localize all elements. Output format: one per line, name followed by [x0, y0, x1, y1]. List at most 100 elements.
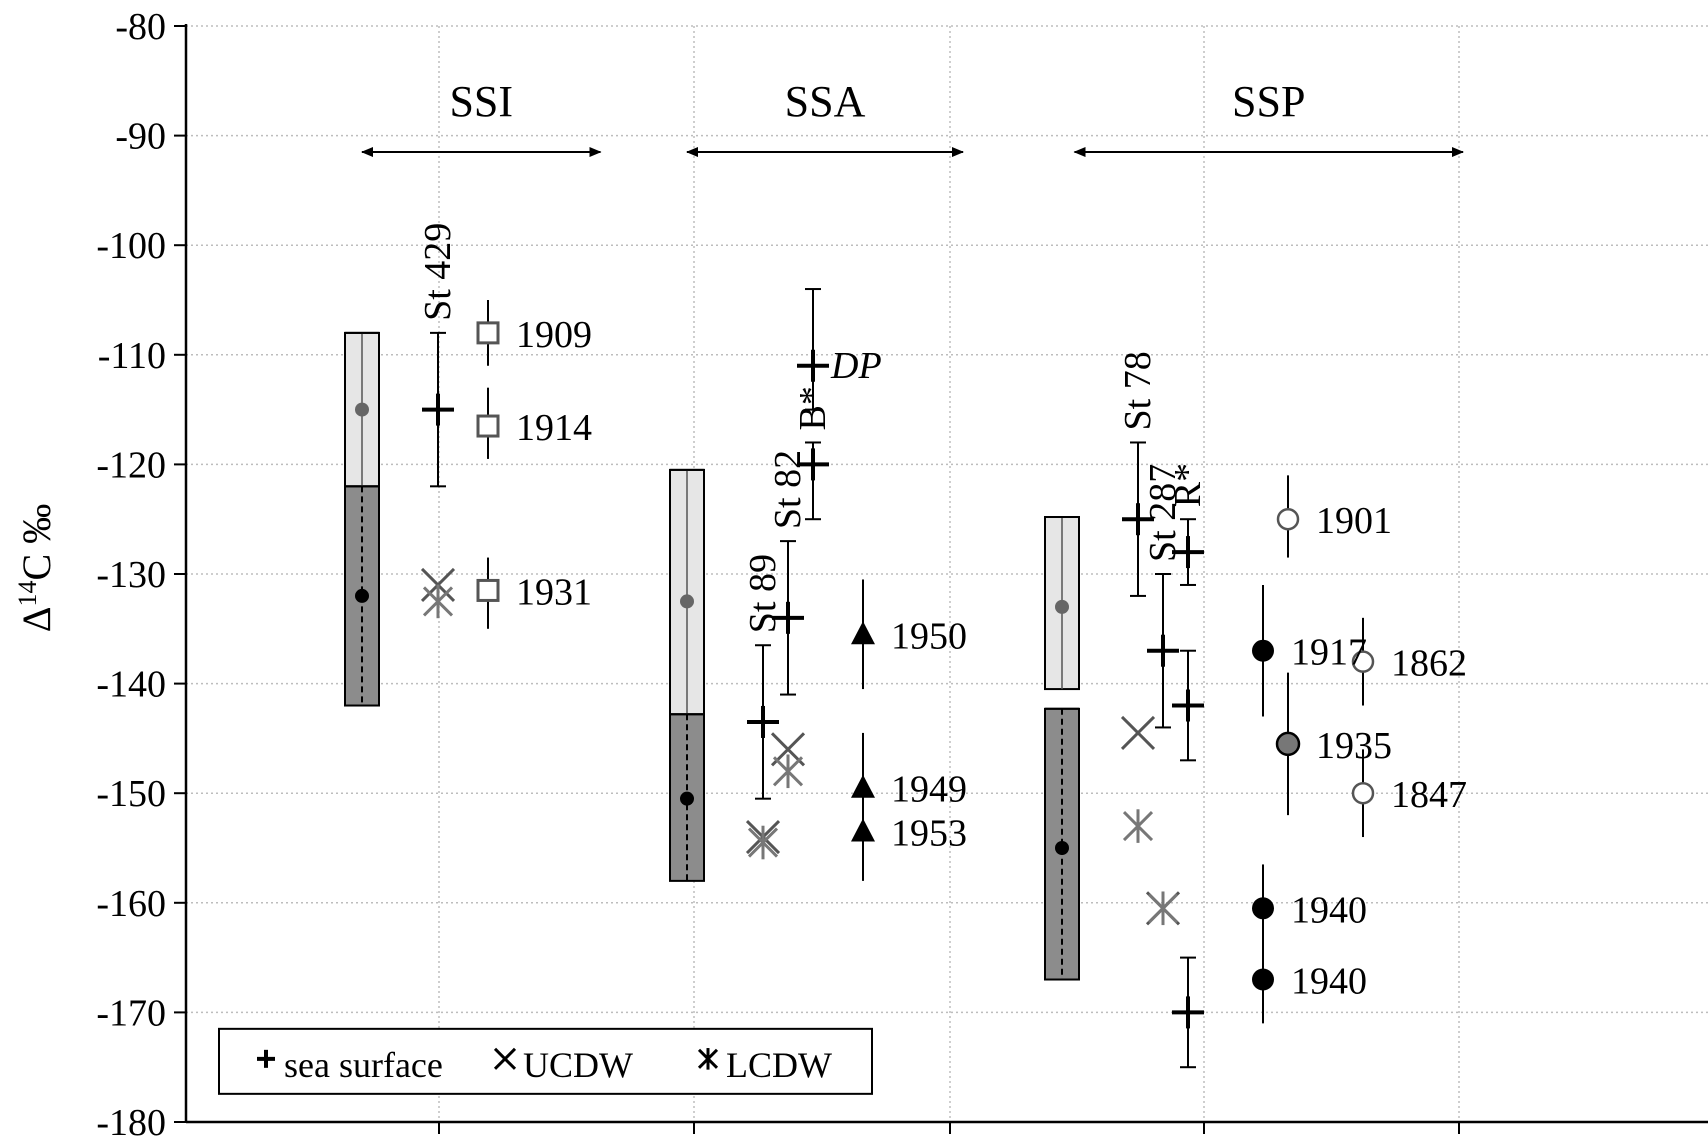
open-square-marker	[476, 321, 500, 345]
box-upper-mean	[1055, 599, 1069, 614]
data-point	[1252, 935, 1274, 1024]
year-label: 1940	[1291, 961, 1367, 1003]
data-point	[1122, 809, 1154, 843]
filled-circle-marker	[1252, 639, 1274, 662]
y-tick-label: -120	[96, 444, 166, 486]
filled-circle-marker	[1252, 968, 1274, 991]
data-point	[797, 441, 829, 521]
data-marks	[420, 288, 1375, 1069]
y-axis-label-sup: 14	[13, 580, 42, 606]
data-point	[1147, 573, 1179, 729]
legend-box	[218, 1027, 873, 1095]
box-plot	[669, 468, 705, 882]
y-tick-label: -80	[115, 6, 166, 48]
open-square-marker	[476, 414, 500, 438]
data-point	[1147, 891, 1179, 926]
year-label: 1950	[891, 615, 967, 657]
data-point	[1252, 584, 1274, 717]
data-point	[1275, 672, 1301, 816]
legend-item: sea surface	[257, 1045, 443, 1085]
y-tick-label: -150	[96, 773, 166, 815]
data-point	[1122, 441, 1154, 597]
data-point	[747, 825, 779, 860]
year-label: 1901	[1316, 500, 1392, 542]
year-label: 1914	[516, 407, 592, 449]
data-point	[476, 387, 500, 459]
y-tick-label: -100	[96, 225, 166, 267]
open-circle-marker	[1351, 781, 1375, 805]
data-point	[772, 754, 804, 789]
y-tick-label: -90	[115, 116, 166, 158]
year-label: 1862	[1391, 643, 1467, 685]
data-point	[1172, 649, 1204, 762]
open-square-marker	[476, 578, 500, 602]
legend: sea surface UCDW LCDW	[218, 1027, 873, 1095]
region-label-ssi: SSI	[449, 77, 513, 126]
cross-b	[1120, 715, 1156, 750]
data-point	[797, 288, 829, 411]
box-upper-mean	[680, 594, 694, 609]
box-plot	[1044, 516, 1080, 981]
region-label-ssp: SSP	[1232, 77, 1305, 126]
y-tick-label: -160	[96, 883, 166, 925]
station-label: St 78	[1117, 351, 1159, 430]
data-point	[851, 579, 875, 690]
box-lower-mean	[680, 791, 694, 806]
y-tick-label: -130	[96, 554, 166, 596]
year-label: 1931	[516, 571, 592, 613]
y-axis-label-delta: Δ	[14, 606, 59, 632]
y-tick-label: -170	[96, 992, 166, 1034]
year-label: 1949	[891, 769, 967, 811]
y-tick-label: -110	[98, 335, 166, 377]
station-label: St 429	[417, 223, 459, 321]
station-label: St 82	[767, 450, 809, 529]
open-circle-marker	[1276, 507, 1300, 531]
y-axis-label-rest: C ‰	[14, 504, 59, 581]
data-point	[1351, 617, 1375, 706]
grid	[186, 25, 1708, 1122]
station-label: B*	[792, 386, 834, 430]
year-label: 1953	[891, 813, 967, 855]
data-point	[851, 782, 875, 881]
open-circle-marker	[1351, 650, 1375, 673]
box-lower-mean	[1055, 841, 1069, 855]
data-point	[1120, 715, 1156, 750]
data-point	[1172, 518, 1204, 586]
year-label: 1935	[1316, 725, 1392, 767]
data-point	[1276, 475, 1300, 558]
y-tick-label: -180	[96, 1102, 166, 1144]
data-point	[1351, 749, 1375, 838]
triangle-marker	[851, 818, 875, 842]
year-label: 1917	[1291, 632, 1367, 674]
data-point	[772, 540, 804, 696]
year-label: 1940	[1291, 889, 1367, 931]
y-tick-label: -140	[96, 664, 166, 706]
data-point	[747, 644, 779, 800]
box-plots	[344, 331, 1080, 981]
station-label: DP	[830, 345, 882, 387]
box-upper-mean	[355, 402, 369, 417]
legend-label: UCDW	[523, 1045, 633, 1085]
box-plot	[344, 331, 380, 707]
region-label-ssa: SSA	[785, 77, 866, 126]
legend-label: sea surface	[284, 1045, 443, 1085]
station-label: St 89	[742, 554, 784, 633]
region-labels: SSI SSA SSP	[361, 77, 1464, 158]
station-label: St 287	[1142, 464, 1184, 562]
box-lower-mean	[355, 588, 369, 603]
cross-b	[493, 1047, 517, 1070]
triangle-marker	[851, 621, 875, 645]
y-tick-labels: -80 -90 -100 -110 -120 -130 -140 -150 -160 -170 -1…	[96, 6, 166, 1144]
data-point	[422, 584, 454, 619]
legend-item: LCDW	[697, 1045, 832, 1085]
data-point	[422, 331, 454, 488]
year-label: 1847	[1391, 774, 1467, 816]
data-point	[476, 557, 500, 629]
legend-item: UCDW	[493, 1045, 633, 1085]
year-label: 1909	[516, 314, 592, 356]
legend-label: LCDW	[726, 1045, 832, 1085]
data-point	[476, 300, 500, 366]
data-point	[1172, 956, 1204, 1069]
